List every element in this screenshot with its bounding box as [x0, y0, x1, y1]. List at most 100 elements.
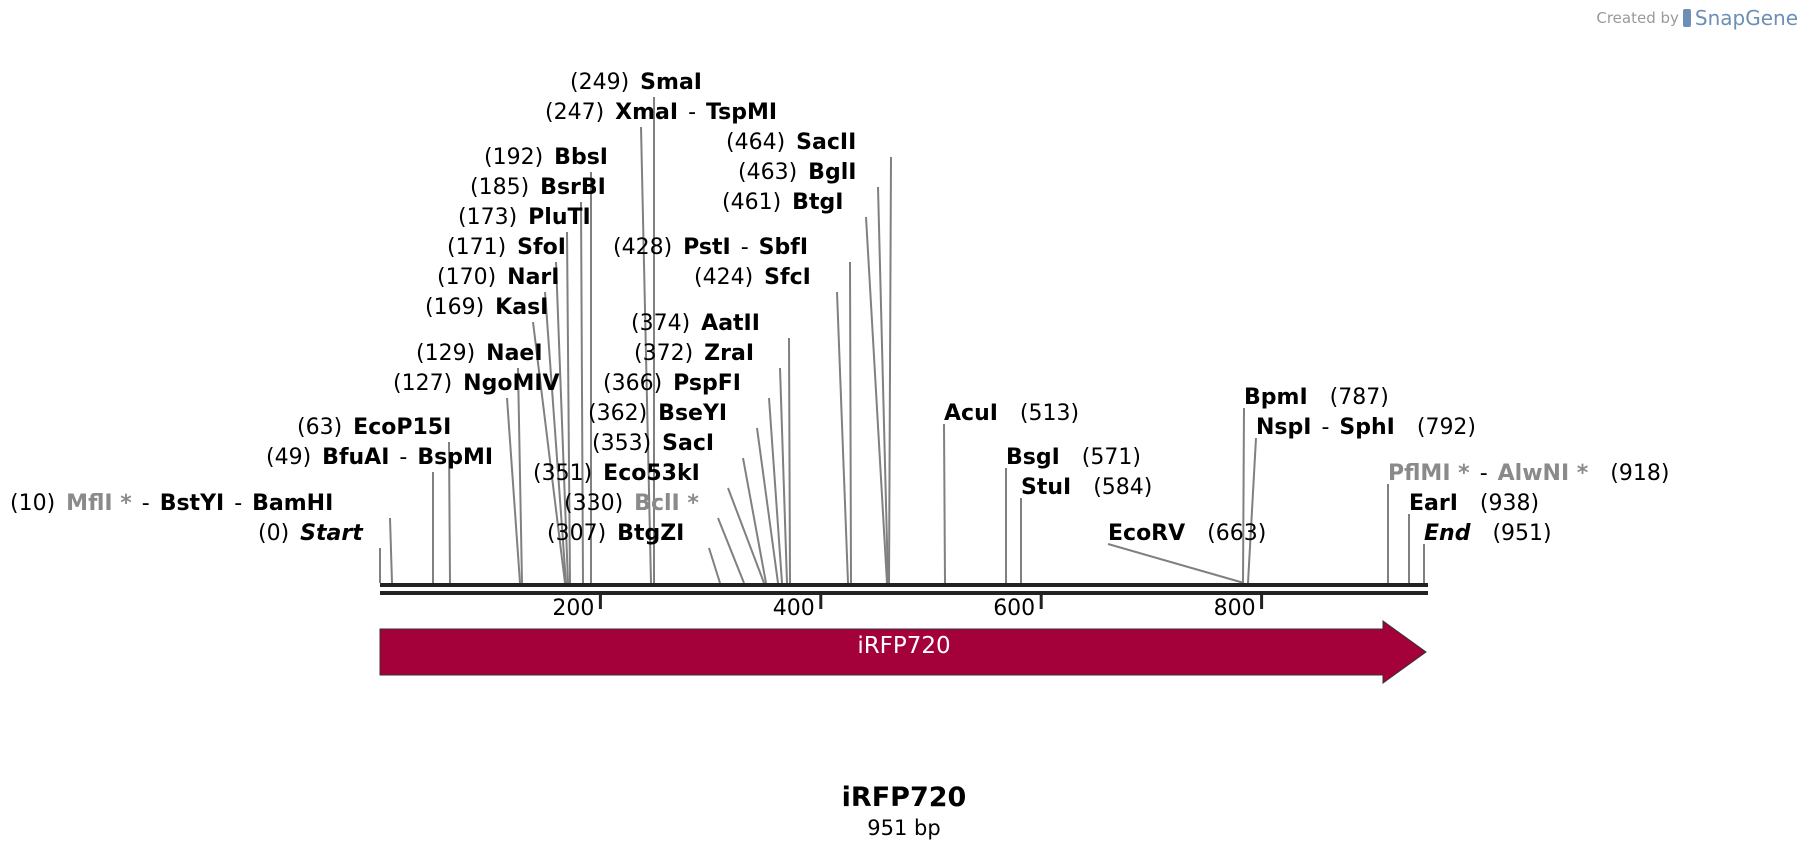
restriction-site-label[interactable]: EarI (938) [1409, 491, 1539, 517]
restriction-site-label[interactable]: EcoRV (663) [1108, 521, 1266, 547]
site-connector-line [849, 261, 852, 584]
enzyme-names: SmaI [640, 70, 702, 95]
restriction-site-label[interactable]: (171) SfoI [447, 235, 566, 261]
sequence-line-top [380, 583, 1428, 587]
enzyme-name: BstYI [159, 491, 225, 516]
restriction-site-label[interactable]: (374) AatII [631, 311, 760, 337]
restriction-site-label[interactable]: (170) NarI [437, 265, 559, 291]
enzyme-name: BtgZI [617, 521, 685, 546]
enzyme-name: SacII [796, 130, 857, 155]
enzyme-names: KasI [495, 295, 548, 320]
restriction-site-label[interactable]: (10) MflI * - BstYI - BamHI [10, 491, 333, 517]
restriction-site-label[interactable]: (463) BglI [738, 160, 856, 186]
enzyme-name: SphI [1339, 415, 1395, 440]
enzyme-names: ZraI [704, 341, 754, 366]
site-position: (49) [266, 445, 312, 470]
site-position: (192) [484, 145, 544, 170]
site-connector-line [836, 291, 849, 584]
feature-arrow[interactable] [379, 620, 1427, 684]
restriction-site-label[interactable]: StuI (584) [1021, 475, 1152, 501]
enzyme-name: KasI [495, 295, 549, 320]
restriction-site-label[interactable]: (330) BclI * [564, 491, 699, 517]
restriction-site-label[interactable]: BpmI (787) [1244, 385, 1389, 411]
enzyme-name: PstI [683, 235, 731, 260]
enzyme-name: SacI [662, 431, 715, 456]
feature-label: iRFP720 [857, 633, 951, 659]
restriction-site-label[interactable]: (49) BfuAI - BspMI [266, 445, 493, 471]
restriction-site-label[interactable]: (353) SacI [592, 431, 714, 457]
enzyme-name: EarI [1409, 491, 1458, 516]
enzyme-names: BglI [808, 160, 856, 185]
restriction-site-label[interactable]: (307) BtgZI [547, 521, 684, 547]
site-position: (571) [1081, 445, 1141, 470]
enzyme-names: EarI [1409, 491, 1458, 516]
site-position: (330) [564, 491, 624, 516]
enzyme-name: SfoI [517, 235, 566, 260]
enzyme-name: BglI [808, 160, 857, 185]
site-connector-line [555, 261, 569, 584]
enzyme-names: MflI * - BstYI - BamHI [66, 491, 333, 516]
ruler-ticks [598, 595, 1264, 609]
restriction-site-label[interactable]: (461) BtgI [722, 190, 843, 216]
restriction-site-label[interactable]: (249) SmaI [570, 70, 702, 96]
restriction-site-label[interactable]: AcuI (513) [944, 401, 1079, 427]
site-position: (787) [1329, 385, 1389, 410]
enzyme-names: BseYI [658, 401, 727, 426]
restriction-site-label[interactable]: (0) Start [258, 521, 363, 547]
enzyme-names: Eco53kI [603, 461, 700, 486]
enzyme-name: End [1424, 521, 1471, 546]
enzyme-name: StuI [1021, 475, 1072, 500]
sequence-length: 951 bp [867, 816, 941, 840]
site-connector-line [708, 547, 721, 584]
restriction-site-label[interactable]: (173) PluTI [458, 205, 591, 231]
restriction-site-label[interactable]: (464) SacII [726, 130, 856, 156]
snapgene-logo-icon [1682, 9, 1691, 27]
restriction-site-label[interactable]: BsgI (571) [1006, 445, 1141, 471]
site-position: (353) [592, 431, 652, 456]
restriction-site-label[interactable]: (428) PstI - SbfI [613, 235, 808, 261]
enzyme-separator: - [234, 491, 243, 516]
site-connector-line [532, 321, 566, 584]
credit-brand: SnapGene [1694, 6, 1798, 30]
enzyme-names: SacI [662, 431, 714, 456]
ruler-tick [1039, 595, 1043, 609]
ruler-tick [598, 595, 602, 609]
enzyme-names: BtgI [792, 190, 843, 215]
restriction-site-label[interactable]: (247) XmaI - TspMI [545, 100, 777, 126]
enzyme-names: NaeI [486, 341, 542, 366]
enzyme-name: BsgI [1006, 445, 1060, 470]
restriction-site-label[interactable]: (185) BsrBI [470, 175, 606, 201]
site-position: (461) [722, 190, 782, 215]
site-connector-line [506, 397, 521, 584]
enzyme-name: PflMI * [1388, 461, 1470, 486]
site-connector-line [888, 156, 892, 584]
enzyme-name: NarI [507, 265, 560, 290]
site-connector-line [877, 186, 889, 584]
restriction-site-label[interactable]: End (951) [1424, 521, 1552, 547]
restriction-site-label[interactable]: (366) PspFI [603, 371, 741, 397]
site-connector-line [865, 216, 888, 584]
site-connector-line [566, 231, 571, 584]
restriction-site-label[interactable]: (424) SfcI [694, 265, 811, 291]
restriction-site-label[interactable]: (129) NaeI [416, 341, 543, 367]
restriction-site-label[interactable]: (63) EcoP15I [297, 415, 451, 441]
restriction-site-label[interactable]: (372) ZraI [634, 341, 754, 367]
enzyme-name: BpmI [1244, 385, 1308, 410]
enzyme-name: Eco53kI [603, 461, 700, 486]
site-position: (127) [393, 371, 453, 396]
restriction-site-label[interactable]: (351) Eco53kI [533, 461, 700, 487]
enzyme-names: StuI [1021, 475, 1071, 500]
enzyme-name: BclI * [634, 491, 699, 516]
enzyme-separator: - [740, 235, 749, 260]
enzyme-separator: - [141, 491, 150, 516]
restriction-site-label[interactable]: (192) BbsI [484, 145, 608, 171]
site-position: (0) [258, 521, 290, 546]
restriction-site-label[interactable]: (169) KasI [425, 295, 548, 321]
restriction-site-label[interactable]: NspI - SphI (792) [1256, 415, 1476, 441]
restriction-site-label[interactable]: PflMI * - AlwNI * (918) [1388, 461, 1669, 487]
restriction-site-label[interactable]: (362) BseYI [588, 401, 727, 427]
restriction-site-label[interactable]: (127) NgoMIV [393, 371, 560, 397]
site-connector-line [779, 367, 788, 584]
site-connector-line [788, 337, 791, 584]
